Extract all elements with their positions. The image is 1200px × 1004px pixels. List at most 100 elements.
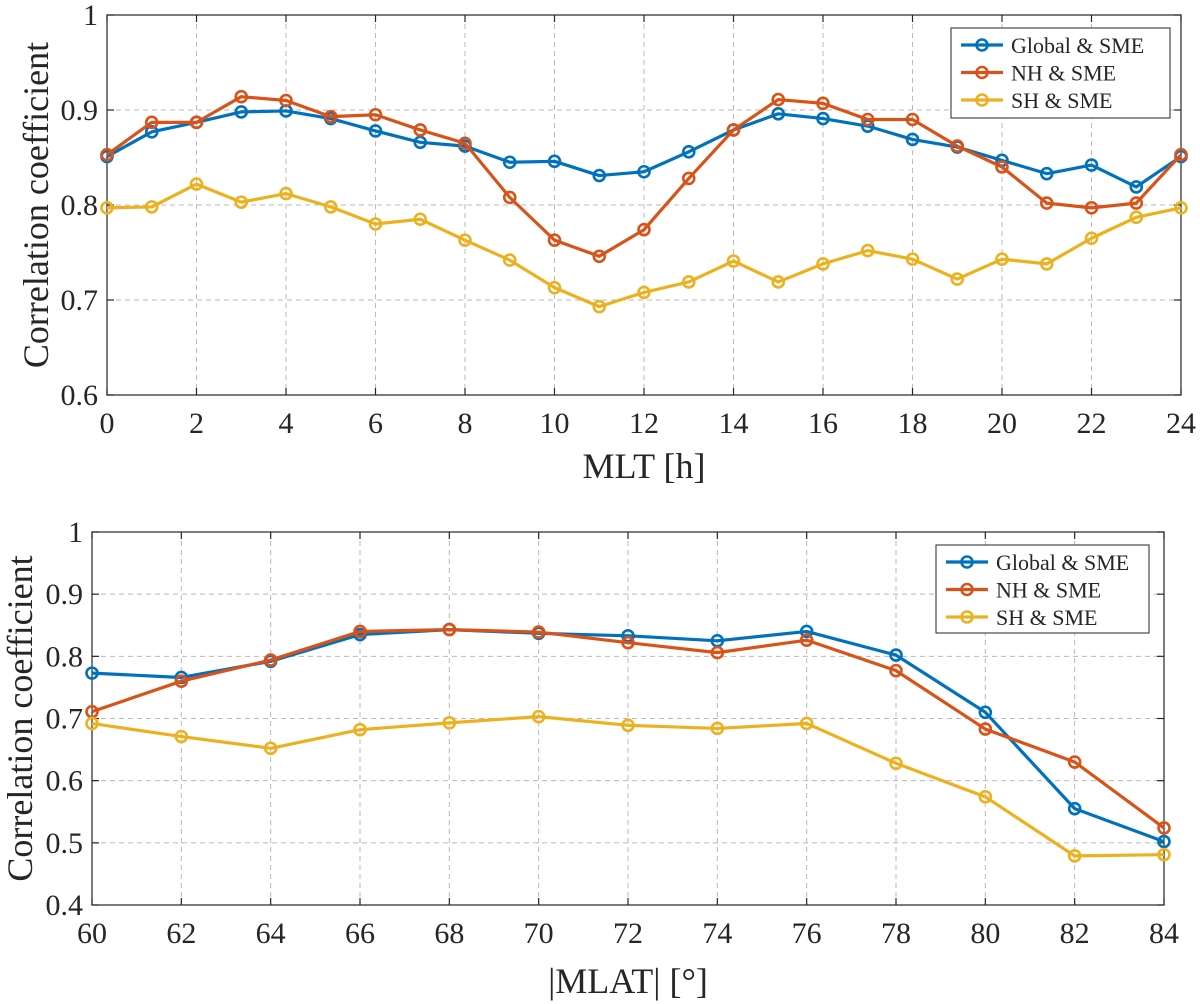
x-tick-label: 82	[1060, 917, 1090, 950]
y-tick-label: 0.5	[46, 827, 84, 860]
data-point	[502, 190, 517, 205]
y-tick-label: 1	[83, 0, 98, 32]
data-point	[368, 124, 383, 138]
x-tick-label: 70	[524, 917, 554, 950]
data-point	[637, 222, 651, 237]
data-point	[950, 272, 965, 286]
data-point	[799, 633, 814, 647]
data-point	[950, 139, 965, 153]
y-tick-label: 0.4	[46, 889, 84, 922]
data-point	[234, 195, 249, 209]
data-point	[592, 168, 607, 183]
data-point	[502, 253, 517, 267]
legend-marker	[960, 582, 974, 597]
y-tick-label: 0.9	[46, 578, 84, 611]
data-point	[100, 201, 114, 215]
data-point	[637, 164, 651, 179]
data-point	[621, 635, 635, 650]
data-point	[995, 252, 1009, 266]
x-axis-label: MLT [h]	[582, 446, 705, 486]
x-tick-label: 6	[368, 407, 383, 440]
x-tick-label: 2	[189, 407, 204, 440]
legend-label: Global & SME	[1011, 33, 1144, 58]
legend-marker	[975, 65, 989, 80]
data-point	[592, 249, 607, 264]
series-line	[91, 715, 1165, 858]
x-tick-label: 18	[898, 407, 928, 440]
x-axis-label: |MLAT| [°]	[548, 961, 708, 1001]
data-point	[263, 653, 278, 667]
data-point	[234, 105, 249, 119]
series-3	[100, 177, 1188, 314]
data-point	[1157, 834, 1171, 849]
data-point	[413, 123, 428, 137]
x-tick-label: 14	[719, 407, 749, 440]
data-point	[547, 280, 562, 295]
data-point	[1039, 166, 1054, 181]
legend-marker	[975, 38, 989, 52]
data-point	[531, 625, 546, 639]
data-point	[905, 112, 920, 127]
data-point	[323, 109, 338, 124]
data-point	[816, 96, 830, 111]
data-point	[458, 136, 472, 151]
chart-2: 60 62 64 66 68 70 72 74 76 78 80 82 84 0.4 0.5 0.6 0.7 0.…	[0, 516, 1179, 1001]
data-point	[368, 217, 383, 231]
y-tick-label: 0.7	[46, 703, 84, 736]
data-point	[279, 93, 293, 108]
legend-label: NH & SME	[996, 578, 1101, 603]
data-point	[681, 145, 696, 159]
data-point	[681, 171, 696, 186]
legend-marker	[960, 610, 974, 624]
data-point	[189, 115, 204, 130]
data-point	[1174, 147, 1188, 162]
data-point	[771, 107, 786, 121]
data-point	[144, 200, 159, 214]
x-tick-label: 76	[792, 917, 822, 950]
data-point	[100, 147, 114, 162]
data-point	[889, 663, 903, 678]
y-tick-label: 0.8	[61, 189, 99, 222]
x-tick-label: 62	[166, 917, 196, 950]
x-tick-label: 4	[279, 407, 294, 440]
series-line	[106, 95, 1183, 258]
y-tick-label: 0.6	[61, 379, 99, 412]
x-tick-label: 74	[702, 917, 732, 950]
data-point	[1084, 201, 1099, 215]
data-point	[1067, 801, 1082, 816]
x-tick-label: 16	[808, 407, 838, 440]
series-3	[85, 709, 1171, 863]
series-2	[100, 89, 1188, 264]
data-point	[368, 107, 383, 122]
data-point	[531, 709, 546, 724]
data-point	[816, 111, 830, 126]
legend-marker	[975, 93, 989, 107]
data-point	[1174, 201, 1188, 215]
legend-label: SH & SME	[1011, 88, 1112, 113]
data-point	[1157, 847, 1171, 862]
data-point	[799, 624, 814, 639]
data-point	[174, 674, 189, 689]
data-point	[442, 622, 457, 637]
data-point	[816, 257, 830, 271]
data-point	[905, 132, 920, 147]
data-point	[726, 254, 741, 268]
x-tick-label: 78	[881, 917, 911, 950]
x-tick-label: 8	[458, 407, 473, 440]
data-point	[353, 722, 367, 737]
y-axis-label: Correlation coefficient	[16, 42, 56, 368]
series-line	[106, 182, 1182, 309]
data-point	[1084, 158, 1099, 172]
x-tick-label: 24	[1166, 407, 1196, 440]
y-axis-label: Correlation coefficient	[0, 555, 40, 881]
data-point	[1084, 231, 1099, 246]
x-tick-label: 22	[1077, 407, 1107, 440]
x-tick-label: 60	[77, 917, 107, 950]
data-point	[442, 716, 457, 730]
data-point	[85, 666, 99, 680]
data-point	[189, 177, 204, 191]
